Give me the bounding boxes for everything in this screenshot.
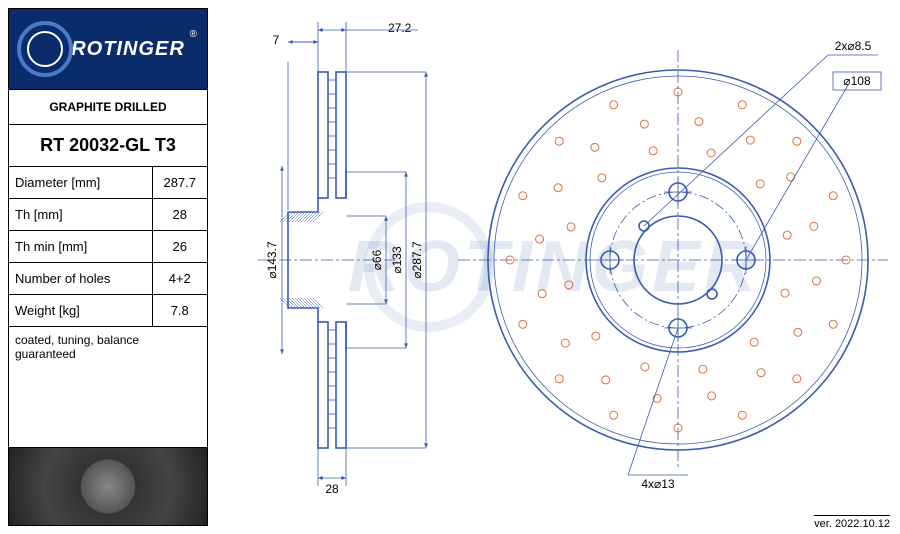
svg-text:4x⌀13: 4x⌀13 [641,477,675,491]
technical-drawing: ROTINGER 2x⌀8.5⌀1084x⌀13727.228⌀143.7⌀66… [208,0,900,534]
spec-row: Th [mm]28 [9,199,207,231]
drawing-svg: 2x⌀8.5 ⌀108 4x⌀13 7 27.2 28 ⌀143.7 ⌀66 ⌀133 ⌀287.… [208,0,900,534]
svg-text:2x⌀8.5: 2x⌀8.5 [835,39,872,53]
brand-logo: ROTINGER ® [9,9,207,89]
spec-value: 7.8 [152,295,207,327]
spec-label: Th [mm] [9,199,152,231]
spec-value: 28 [152,199,207,231]
spec-label: Weight [kg] [9,295,152,327]
spec-table: Diameter [mm]287.7Th [mm]28Th min [mm]26… [9,166,207,326]
spec-value: 287.7 [152,167,207,199]
spec-row: Diameter [mm]287.7 [9,167,207,199]
logo-ring-icon [17,21,73,77]
spec-row: Weight [kg]7.8 [9,295,207,327]
svg-text:⌀133: ⌀133 [390,246,404,274]
part-number: RT 20032-GL T3 [9,124,207,166]
spec-label: Diameter [mm] [9,167,152,199]
disc-photo [9,447,207,525]
spec-label: Th min [mm] [9,231,152,263]
spec-row: Th min [mm]26 [9,231,207,263]
svg-text:7: 7 [273,33,280,47]
spec-value: 26 [152,231,207,263]
spec-panel: ROTINGER ® GRAPHITE DRILLED RT 20032-GL … [8,8,208,526]
svg-text:⌀66: ⌀66 [370,249,384,270]
svg-text:⌀143.7: ⌀143.7 [265,241,279,279]
spec-value: 4+2 [152,263,207,295]
svg-text:⌀287.7: ⌀287.7 [410,241,424,279]
version-label: ver. 2022.10.12 [814,515,890,530]
svg-text:27.2: 27.2 [388,21,412,35]
spec-label: Number of holes [9,263,152,295]
svg-text:⌀108: ⌀108 [843,74,871,88]
product-notes: coated, tuning, balance guaranteed [9,326,207,447]
spec-row: Number of holes4+2 [9,263,207,295]
product-subtitle: GRAPHITE DRILLED [9,89,207,124]
brand-name: ROTINGER [71,38,185,61]
svg-text:28: 28 [325,482,339,496]
registered-mark: ® [190,29,197,40]
